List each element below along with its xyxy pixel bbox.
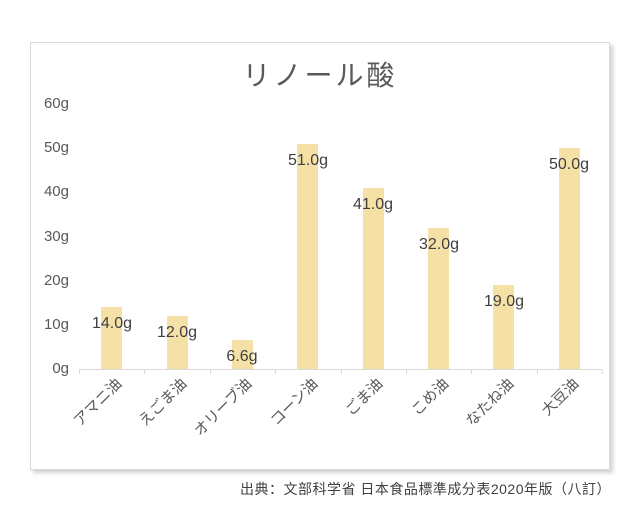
bar-value-label: 6.6g (226, 348, 258, 365)
x-axis-tick (275, 370, 276, 374)
bar (101, 307, 122, 369)
bar (428, 228, 449, 369)
x-axis-tick (537, 370, 538, 374)
bar (167, 316, 188, 369)
y-axis-tick-label: 60g (43, 95, 69, 112)
x-axis-tick (210, 370, 211, 374)
bar-value-label: 51.0g (287, 152, 329, 169)
x-axis-tick (471, 370, 472, 374)
x-axis-tick (602, 370, 603, 374)
bar-value-label: 12.0g (156, 324, 198, 341)
bar (559, 148, 580, 369)
x-axis-tick (341, 370, 342, 374)
y-axis-tick-label: 30g (43, 227, 69, 245)
x-axis-tick (406, 370, 407, 374)
y-axis-tick-label: 0g (52, 360, 69, 377)
bar-value-label: 14.0g (91, 315, 133, 332)
x-axis-tick (79, 370, 80, 374)
y-axis-tick-label: 10g (43, 315, 69, 333)
bar (363, 188, 384, 369)
bar (232, 340, 253, 369)
chart-title: リノール酸 (242, 60, 398, 91)
chart-card: リノール酸 0g 10g 20g 30g 40g 50g 60g 14.0g アマニ油 12.0g… (30, 42, 610, 470)
y-axis-tick-label: 20g (43, 271, 69, 289)
y-axis-tick-label: 40g (43, 183, 69, 201)
bar-value-label: 41.0g (352, 196, 394, 213)
x-axis-line (79, 369, 602, 370)
bar-value-label: 32.0g (418, 236, 460, 253)
bar-value-label: 50.0g (548, 156, 590, 173)
bar (493, 285, 514, 369)
source-caption: 出典：文部科学省 日本食品標準成分表2020年版（八訂） (239, 481, 611, 497)
y-axis-tick-label: 50g (43, 139, 69, 157)
bar (297, 144, 318, 369)
x-axis-tick (144, 370, 145, 374)
bar-value-label: 19.0g (483, 293, 525, 310)
